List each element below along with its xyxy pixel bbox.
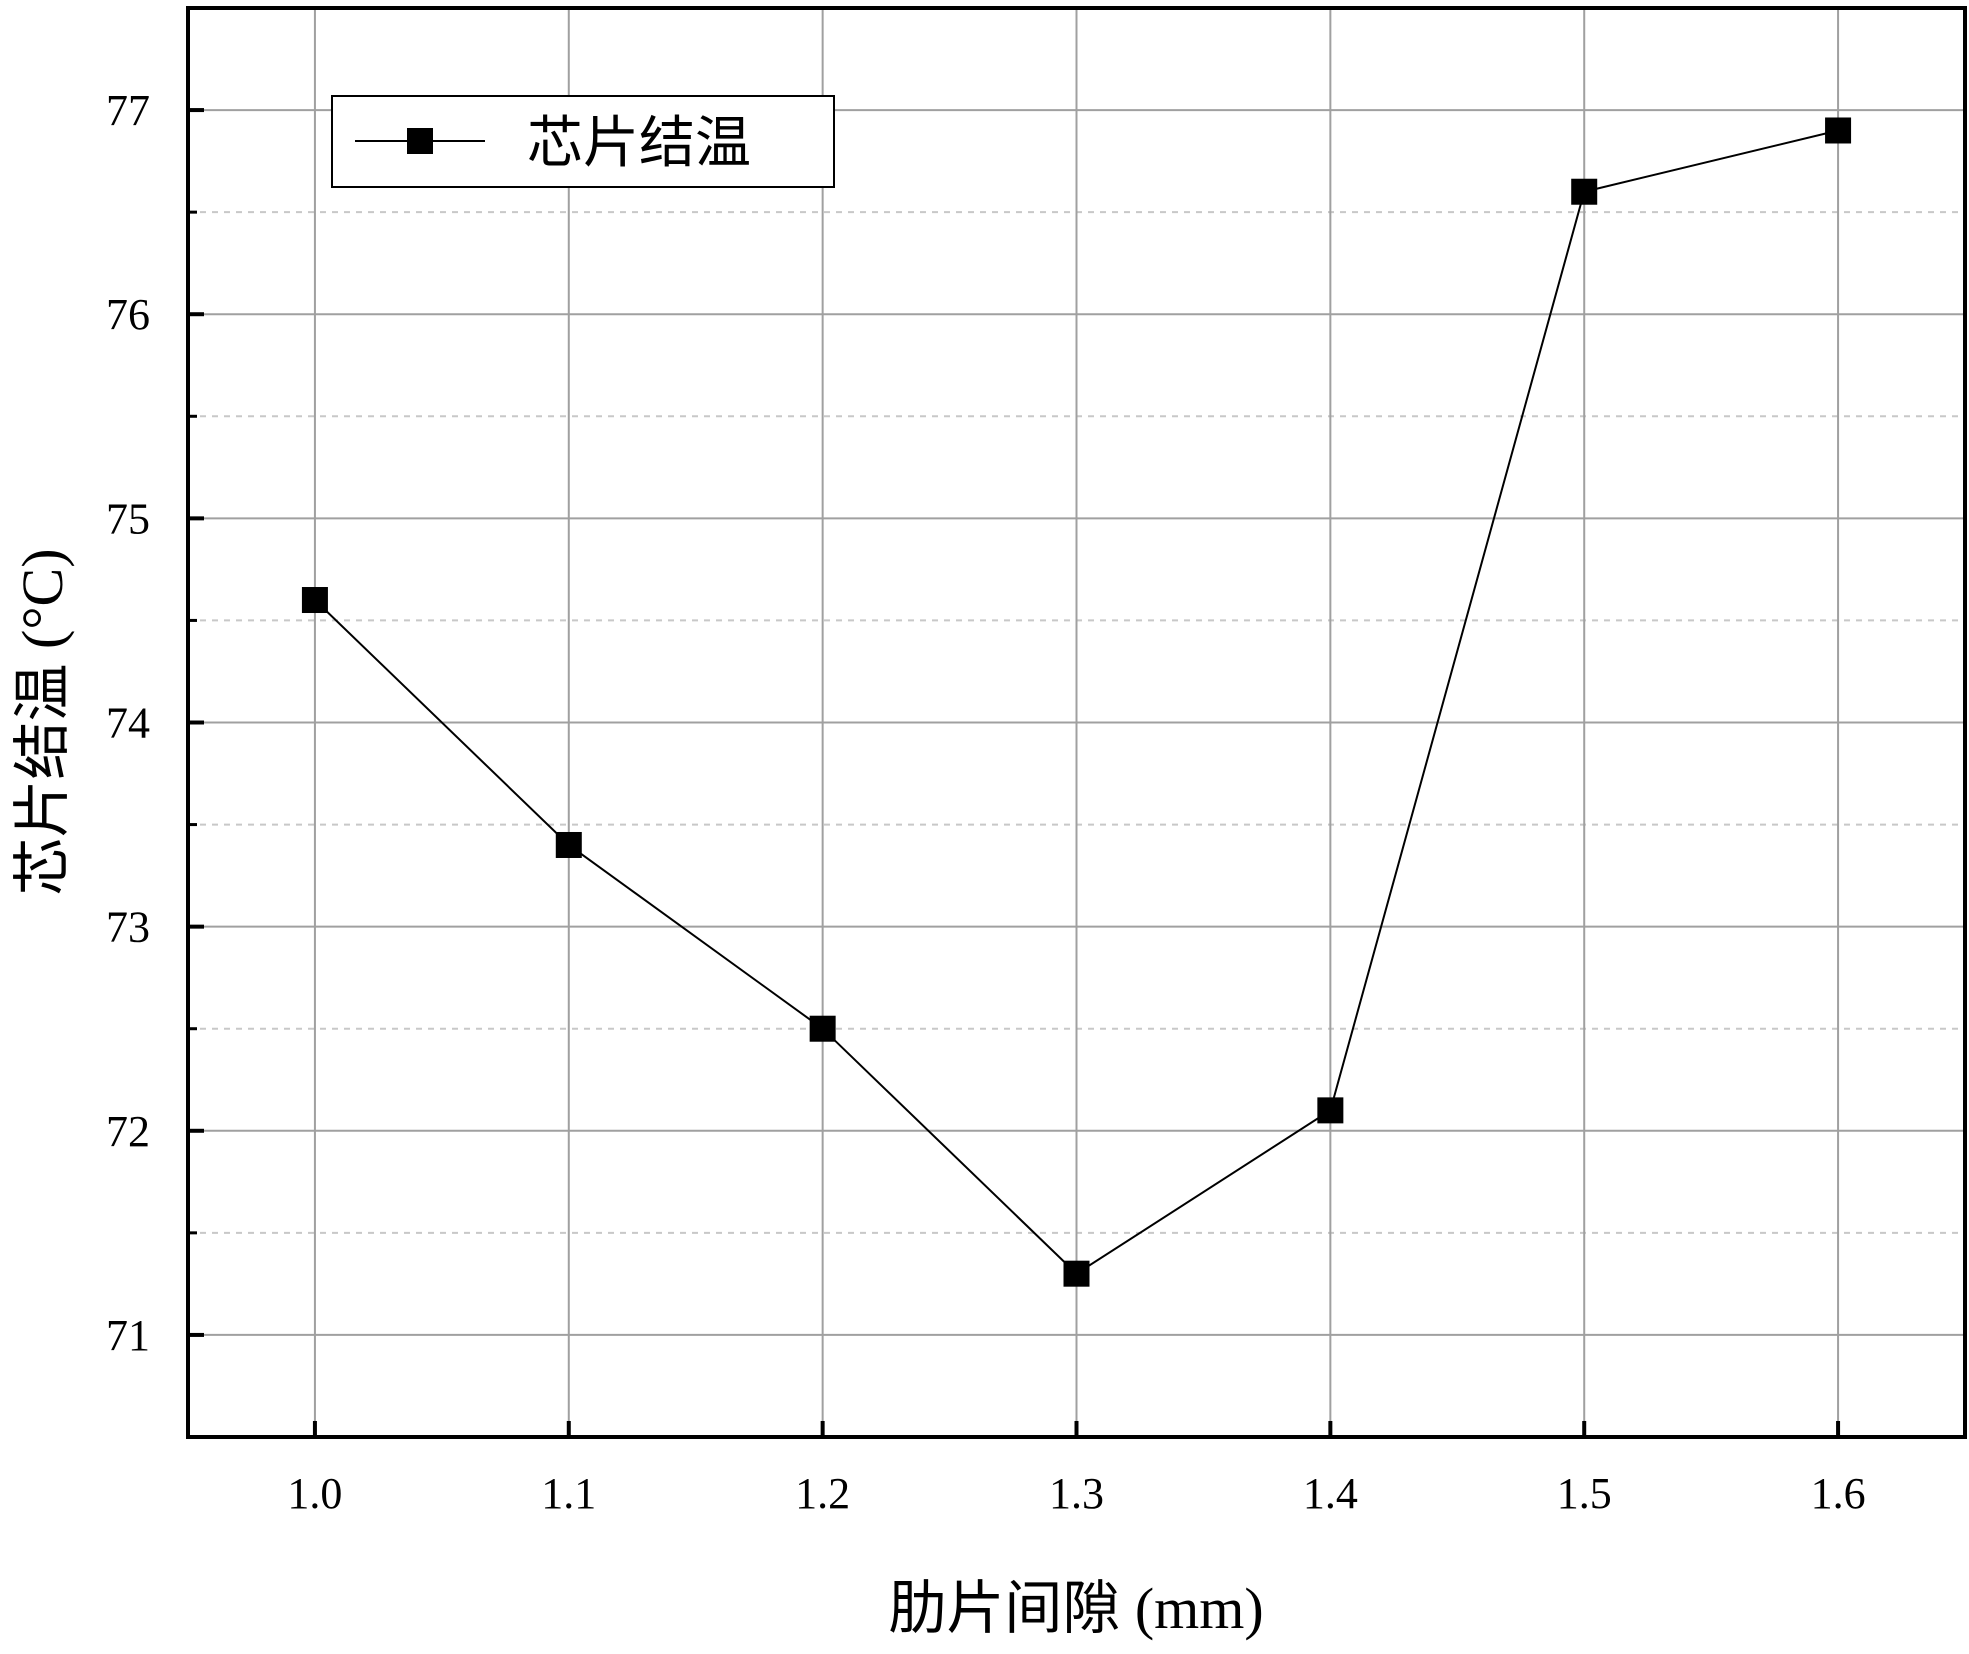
- y-tick-label: 77: [106, 86, 150, 135]
- y-axis-title: 芯片结温 (°C): [10, 548, 75, 895]
- y-tick-label: 71: [106, 1311, 150, 1360]
- series-layer: [301, 117, 1852, 1287]
- x-tick-label: 1.2: [795, 1469, 850, 1518]
- data-point: [809, 1015, 836, 1042]
- data-point: [555, 831, 582, 858]
- data-point: [1063, 1260, 1090, 1287]
- x-tick-label: 1.4: [1303, 1469, 1358, 1518]
- y-tick-label: 76: [106, 290, 150, 339]
- x-tick-label: 1.5: [1557, 1469, 1612, 1518]
- y-tick-label: 74: [106, 699, 150, 748]
- x-tick-label: 1.0: [287, 1469, 342, 1518]
- x-axis-title: 肋片间隙 (mm): [888, 1576, 1263, 1641]
- legend: 芯片结温: [331, 95, 835, 188]
- data-point: [301, 587, 328, 614]
- x-axis-tick-labels: 1.0 1.1 1.2 1.3 1.4 1.5 1.6: [287, 1469, 1865, 1518]
- legend-label: 芯片结温: [527, 113, 751, 175]
- axis-ticks: [188, 108, 1841, 1437]
- data-point: [1571, 178, 1598, 205]
- legend-square-marker: [407, 128, 433, 154]
- data-point: [1825, 117, 1852, 144]
- data-point: [1317, 1097, 1344, 1124]
- y-tick-label: 72: [106, 1107, 150, 1156]
- y-axis-tick-labels: 71 72 73 74 75 76 77: [106, 86, 150, 1360]
- y-tick-label: 75: [106, 494, 150, 543]
- x-tick-label: 1.6: [1811, 1469, 1866, 1518]
- x-tick-label: 1.1: [541, 1469, 596, 1518]
- y-tick-label: 73: [106, 903, 150, 952]
- x-tick-label: 1.3: [1049, 1469, 1104, 1518]
